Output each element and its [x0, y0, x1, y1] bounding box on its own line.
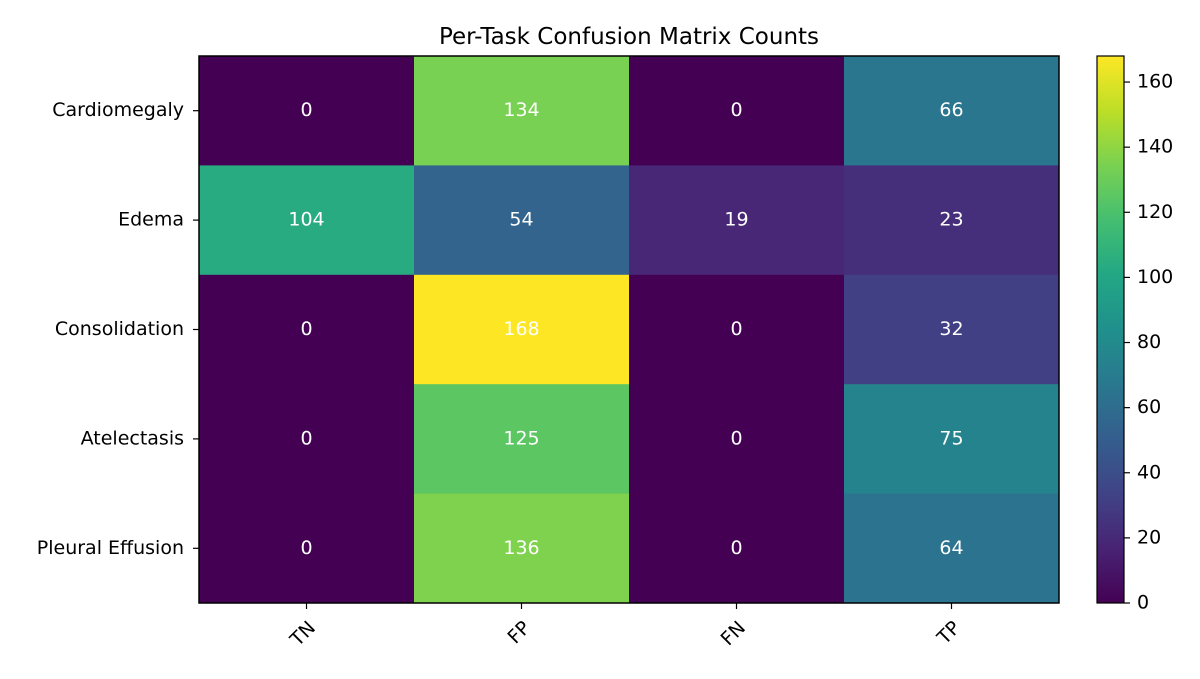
heatmap-cell-1-0 — [199, 165, 415, 276]
heatmap-cell-1-2 — [629, 165, 845, 276]
cell-value-label: 75 — [939, 427, 963, 449]
y-tick-label: Atelectasis — [81, 427, 184, 449]
cell-value-label: 0 — [730, 318, 742, 340]
cell-value-label: 19 — [724, 209, 748, 231]
colorbar-tick-label: 140 — [1137, 136, 1173, 158]
y-tick-label: Cardiomegaly — [52, 99, 184, 121]
heatmap-cell-1-3 — [844, 165, 1060, 276]
colorbar-tick-label: 100 — [1137, 266, 1173, 288]
heatmap-cell-3-1 — [414, 384, 630, 495]
chart-title: Per-Task Confusion Matrix Counts — [439, 24, 819, 50]
colorbar-tick-label: 0 — [1137, 592, 1149, 614]
heatmap-cell-0-2 — [629, 56, 845, 166]
colorbar-tick-label: 160 — [1137, 71, 1173, 93]
cell-value-label: 134 — [503, 99, 539, 121]
heatmap-cell-4-0 — [199, 493, 415, 604]
heatmap-cell-2-3 — [844, 274, 1060, 385]
colorbar-tick-label: 20 — [1137, 526, 1161, 548]
heatmap-cell-2-2 — [629, 274, 845, 385]
heatmap-cell-2-1 — [414, 274, 630, 385]
cell-value-label: 0 — [730, 99, 742, 121]
cell-value-label: 136 — [503, 537, 539, 559]
heatmap-cell-4-3 — [844, 493, 1060, 604]
y-tick-label: Consolidation — [55, 318, 184, 340]
cell-value-label: 0 — [300, 318, 312, 340]
heatmap-cell-2-0 — [199, 274, 415, 385]
colorbar-gradient — [1096, 55, 1125, 604]
colorbar: 0 20 40 60 80 100 120 140 160 — [1096, 55, 1173, 614]
cell-value-label: 0 — [730, 537, 742, 559]
colorbar-tick-label: 80 — [1137, 331, 1161, 353]
x-tick-label: FP — [504, 617, 535, 648]
cell-value-label: 54 — [509, 209, 533, 231]
heatmap-cell-3-2 — [629, 384, 845, 495]
colorbar-tick-label: 60 — [1137, 396, 1161, 418]
cell-value-label: 23 — [939, 209, 963, 231]
cell-value-labels: 0 134 0 66 104 54 19 23 0 168 0 32 0 125 0 75 0 136 0 64 — [288, 99, 963, 559]
cell-value-label: 66 — [939, 99, 963, 121]
heatmap-cell-0-0 — [199, 56, 415, 166]
y-tick-label: Pleural Effusion — [37, 537, 184, 559]
cell-value-label: 0 — [300, 537, 312, 559]
heatmap-cell-0-1 — [414, 56, 630, 166]
heatmap-cell-0-3 — [844, 56, 1060, 166]
cell-value-label: 0 — [730, 427, 742, 449]
heatmap-cell-4-1 — [414, 493, 630, 604]
heatmap-cell-3-0 — [199, 384, 415, 495]
cell-value-label: 168 — [503, 318, 539, 340]
cell-value-label: 32 — [939, 318, 963, 340]
colorbar-tick-label: 120 — [1137, 201, 1173, 223]
cell-value-label: 0 — [300, 427, 312, 449]
cell-value-label: 0 — [300, 99, 312, 121]
x-tick-label: FN — [717, 617, 750, 650]
cell-value-label: 104 — [288, 209, 324, 231]
cell-value-label: 125 — [503, 427, 539, 449]
colorbar-tick-label: 40 — [1137, 461, 1161, 483]
cell-value-label: 64 — [939, 537, 963, 559]
x-tick-label: TP — [932, 617, 965, 650]
heatmap-cells — [199, 56, 1060, 604]
heatmap-cell-4-2 — [629, 493, 845, 604]
heatmap-cell-1-1 — [414, 165, 630, 276]
y-tick-label: Edema — [118, 209, 184, 231]
heatmap-cell-3-3 — [844, 384, 1060, 495]
x-tick-label: TN — [285, 617, 320, 652]
